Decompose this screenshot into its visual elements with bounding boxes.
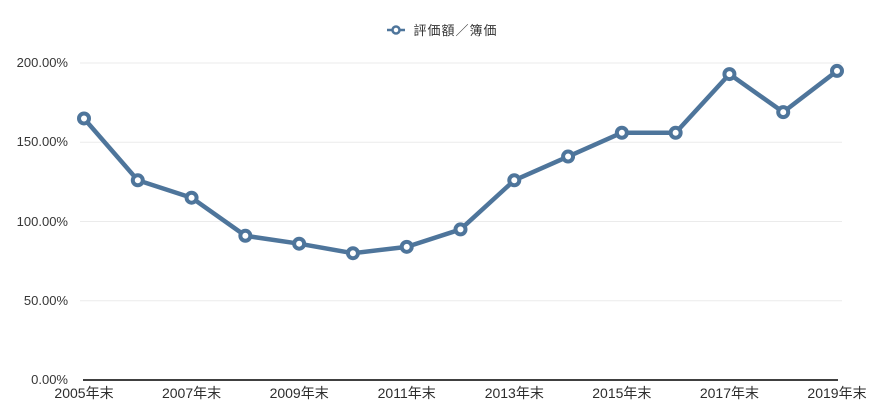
data-point-marker[interactable] — [722, 67, 737, 82]
data-point-marker[interactable] — [507, 173, 522, 188]
data-point-marker[interactable] — [614, 125, 629, 140]
data-point-marker[interactable] — [345, 246, 360, 261]
data-point-marker[interactable] — [453, 222, 468, 237]
y-axis-tick-label: 50.00% — [23, 292, 68, 308]
data-point-marker[interactable] — [561, 149, 576, 164]
data-point-marker[interactable] — [830, 63, 844, 78]
legend-label: 評価額／簿価 — [413, 23, 498, 38]
x-axis-tick-label: 2019年末 — [807, 385, 867, 401]
data-point-marker[interactable] — [184, 190, 199, 205]
data-point-marker[interactable] — [668, 125, 683, 140]
x-axis-tick-label: 2009年末 — [269, 385, 329, 401]
y-axis-tick-label: 0.00% — [31, 372, 68, 387]
chart-legend: 評価額／簿価 — [0, 20, 885, 39]
data-point-marker[interactable] — [77, 111, 91, 126]
x-axis-tick-label: 2011年末 — [377, 385, 436, 401]
data-point-marker[interactable] — [130, 173, 145, 188]
x-axis-tick-label: 2013年末 — [484, 385, 544, 401]
data-point-marker[interactable] — [776, 105, 791, 120]
line-marker-icon — [387, 24, 406, 35]
x-axis-tick-label: 2005年末 — [54, 385, 114, 401]
y-axis-tick-label: 100.00% — [16, 213, 68, 229]
y-axis-tick-label: 200.00% — [16, 55, 68, 70]
x-axis-tick-label: 2015年末 — [592, 385, 652, 401]
x-axis-tick-label: 2007年末 — [161, 385, 222, 401]
legend-item-series[interactable]: 評価額／簿価 — [387, 20, 497, 39]
data-point-marker[interactable] — [399, 239, 414, 254]
y-axis-tick-label: 150.00% — [16, 134, 68, 150]
data-point-marker[interactable] — [238, 228, 253, 243]
x-axis-tick-label: 2017年末 — [699, 385, 759, 401]
data-point-marker[interactable] — [292, 236, 307, 251]
